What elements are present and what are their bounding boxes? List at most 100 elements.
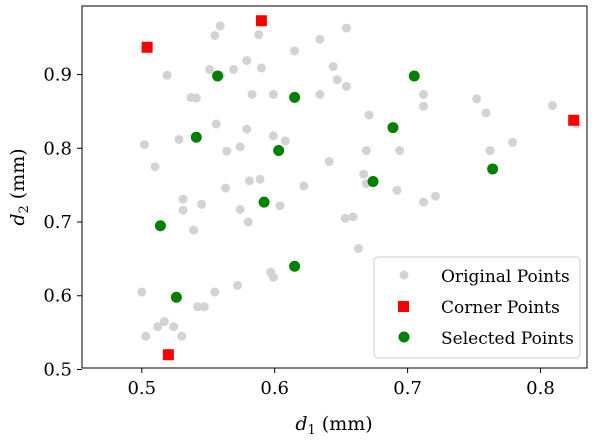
original-point <box>242 56 252 66</box>
original-point <box>222 146 232 156</box>
original-point <box>247 89 257 99</box>
plot-frame <box>81 5 588 369</box>
original-point <box>162 70 172 80</box>
original-point <box>235 142 245 152</box>
original-point <box>290 46 300 56</box>
original-point <box>431 191 440 201</box>
original-point <box>547 101 557 111</box>
x-tick-label: 0.8 <box>526 378 555 399</box>
corner-point <box>162 349 174 361</box>
original-point <box>353 244 363 254</box>
original-point <box>178 194 188 204</box>
legend-original-label: Original Points <box>441 267 570 287</box>
x-axis-label-main: d <box>295 413 307 435</box>
original-point <box>340 213 350 223</box>
original-point <box>348 212 358 222</box>
legend-corner-label: Corner Points <box>441 298 560 318</box>
original-point <box>141 331 151 341</box>
original-point <box>197 199 207 209</box>
selected-point <box>408 70 420 82</box>
original-point <box>210 30 220 40</box>
selected-point <box>367 175 379 187</box>
original-point <box>232 280 242 290</box>
legend-corner-marker <box>398 301 409 312</box>
original-point <box>299 181 309 191</box>
original-point <box>315 89 325 99</box>
selected-point <box>289 91 301 103</box>
y-tick-label: 0.8 <box>43 138 72 159</box>
x-tick-label: 0.6 <box>260 378 289 399</box>
original-point <box>169 322 179 332</box>
original-point <box>254 30 264 40</box>
original-point <box>244 176 254 186</box>
original-point <box>205 64 215 74</box>
y-tick-label: 0.9 <box>43 65 72 86</box>
original-point <box>392 185 402 195</box>
original-point <box>315 34 325 44</box>
original-point <box>275 201 285 211</box>
x-tick-label: 0.7 <box>393 378 422 399</box>
selected-point <box>387 122 399 134</box>
original-point <box>324 157 334 167</box>
original-point <box>150 162 160 172</box>
original-point <box>189 225 199 235</box>
original-point <box>419 197 429 207</box>
original-point <box>341 81 351 91</box>
y-axis-label-sub: 2 <box>17 205 32 213</box>
x-tick-label: 0.5 <box>127 378 156 399</box>
original-point <box>508 137 518 147</box>
original-point <box>481 108 491 118</box>
original-point <box>221 183 231 193</box>
selected-point <box>273 145 285 157</box>
y-tick-label: 0.5 <box>43 359 72 380</box>
selected-point <box>154 220 166 232</box>
original-point <box>193 302 203 312</box>
original-point <box>328 61 338 71</box>
original-point <box>419 89 429 99</box>
x-axis-label: d1 (mm) <box>295 413 372 438</box>
selected-point <box>190 131 202 143</box>
original-point <box>137 287 147 297</box>
original-point <box>243 217 253 227</box>
legend-box <box>373 256 581 359</box>
corner-point <box>568 114 580 126</box>
selected-point <box>170 291 182 303</box>
original-point <box>268 131 278 141</box>
original-point <box>359 169 369 179</box>
original-point <box>191 93 201 103</box>
selected-point <box>212 70 224 82</box>
x-axis-label-sub: 1 <box>307 423 315 438</box>
original-point <box>215 21 225 31</box>
original-point <box>332 75 342 85</box>
original-point <box>177 331 187 341</box>
original-point <box>485 146 495 156</box>
corner-point <box>255 15 267 27</box>
original-point <box>229 64 238 74</box>
original-point <box>268 89 278 99</box>
ticks-layer: 0.5 0.6 0.7 0.8 0.5 0.6 0.7 0.8 0.9 <box>43 65 554 399</box>
legend-original-marker <box>399 270 409 280</box>
original-point <box>211 119 221 129</box>
legend-selected-label: Selected Points <box>441 329 574 349</box>
original-point <box>159 317 169 327</box>
selected-point <box>487 163 499 175</box>
original-point <box>210 287 220 297</box>
original-point <box>361 146 371 156</box>
original-point <box>235 204 245 214</box>
legend: Original Points Corner Points Selected P… <box>373 256 581 359</box>
original-point <box>174 134 184 144</box>
original-point <box>419 101 429 111</box>
y-tick-label: 0.7 <box>43 212 72 233</box>
original-point <box>199 302 209 312</box>
legend-selected-marker <box>398 331 410 343</box>
original-point <box>242 124 252 134</box>
corner-point <box>141 41 153 53</box>
original-point <box>341 23 351 33</box>
original-point <box>268 272 278 282</box>
original-point <box>178 205 188 215</box>
selected-point <box>289 260 301 272</box>
y-axis-label-main: d <box>7 214 29 226</box>
original-point <box>256 63 266 73</box>
